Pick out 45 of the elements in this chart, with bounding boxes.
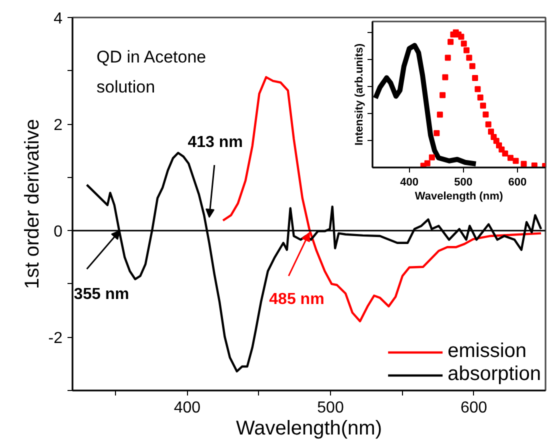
x-tick-label: 500 xyxy=(454,176,473,188)
y-axis-title: 1st order derivative xyxy=(21,118,44,290)
x-tick-label: 400 xyxy=(400,176,418,188)
x-tick-label: 600 xyxy=(508,176,527,188)
point xyxy=(448,38,454,45)
point xyxy=(464,47,470,54)
point xyxy=(488,128,494,135)
legend-label: emission xyxy=(448,340,527,363)
point xyxy=(502,150,508,156)
point xyxy=(474,86,481,92)
point xyxy=(482,112,489,118)
x-tick-label: 600 xyxy=(460,400,488,416)
y-tick-label: 4 xyxy=(54,10,63,28)
point xyxy=(477,94,484,100)
x-tick-label: 400 xyxy=(174,400,201,416)
legend-label: absorption xyxy=(448,363,541,386)
y-tick-label: -2 xyxy=(48,330,63,348)
point xyxy=(436,112,443,118)
point xyxy=(444,54,451,61)
point xyxy=(531,162,538,168)
point xyxy=(480,102,486,109)
point xyxy=(460,40,467,47)
x-axis-title: Wavelength (nm) xyxy=(414,190,504,202)
point xyxy=(458,34,464,40)
point xyxy=(442,74,448,80)
y-tick-label: 2 xyxy=(54,117,63,134)
point xyxy=(440,92,446,98)
annotation: QD in Acetone solution xyxy=(96,48,206,96)
x-axis-title: Wavelength(nm) xyxy=(236,418,382,440)
annotation: 485 nm xyxy=(269,290,324,308)
point xyxy=(469,63,476,70)
annotation: 355 nm xyxy=(74,286,130,304)
annotation: 413 nm xyxy=(188,134,243,152)
point xyxy=(512,158,519,164)
point xyxy=(434,130,440,136)
point xyxy=(485,121,492,128)
point xyxy=(466,54,472,61)
point xyxy=(472,75,478,82)
x-tick-label: 500 xyxy=(317,400,344,416)
y-tick-label: 0 xyxy=(54,224,63,241)
point xyxy=(428,154,435,160)
point xyxy=(520,160,527,167)
point xyxy=(424,160,430,166)
point xyxy=(507,154,514,161)
y-axis-title: Intensity (arb.units) xyxy=(354,43,366,146)
